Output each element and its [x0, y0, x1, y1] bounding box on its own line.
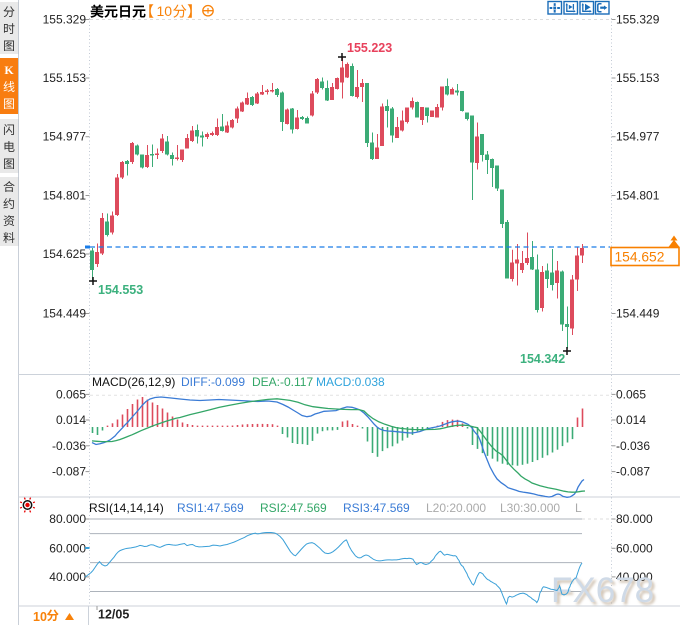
svg-text:K: K	[4, 63, 14, 77]
svg-text:40.000: 40.000	[616, 570, 653, 584]
svg-text:40.000: 40.000	[49, 570, 86, 584]
svg-text:10: 10	[157, 3, 173, 19]
svg-text:60.000: 60.000	[616, 541, 653, 555]
svg-text:DIFF:-0.099: DIFF:-0.099	[181, 375, 245, 389]
svg-text:-0.036: -0.036	[616, 439, 650, 453]
svg-text:-0.036: -0.036	[52, 439, 86, 453]
svg-text:-0.087: -0.087	[52, 465, 86, 479]
svg-text:0.014: 0.014	[56, 413, 86, 427]
svg-text:-0.087: -0.087	[616, 465, 650, 479]
svg-text:154.449: 154.449	[616, 307, 660, 321]
svg-text:155.223: 155.223	[347, 41, 392, 55]
svg-text:155.329: 155.329	[616, 13, 660, 27]
svg-text:L: L	[575, 501, 582, 515]
svg-text:0.065: 0.065	[56, 387, 86, 401]
svg-text:12/05: 12/05	[98, 608, 129, 622]
svg-text:80.000: 80.000	[49, 512, 86, 526]
svg-text:DEA:-0.117: DEA:-0.117	[252, 375, 313, 389]
svg-text:RSI3:47.569: RSI3:47.569	[343, 501, 410, 515]
svg-text:L20:20.000: L20:20.000	[426, 501, 486, 515]
svg-text:RSI(14,14,14): RSI(14,14,14)	[89, 501, 164, 515]
svg-text:0.014: 0.014	[616, 413, 646, 427]
svg-text:10: 10	[33, 610, 47, 624]
svg-text:0.065: 0.065	[616, 387, 646, 401]
svg-text:154.977: 154.977	[616, 130, 660, 144]
svg-text:154.801: 154.801	[616, 189, 660, 203]
svg-text:155.329: 155.329	[43, 13, 87, 27]
svg-text:154.977: 154.977	[43, 130, 87, 144]
svg-text:FX678: FX678	[554, 574, 657, 613]
svg-text:154.652: 154.652	[615, 250, 665, 265]
svg-text:155.153: 155.153	[43, 71, 87, 85]
svg-text:154.801: 154.801	[43, 189, 87, 203]
svg-text:MACD(26,12,9): MACD(26,12,9)	[92, 375, 175, 389]
svg-text:L30:30.000: L30:30.000	[500, 501, 560, 515]
svg-text:154.625: 154.625	[43, 247, 87, 261]
svg-text:80.000: 80.000	[616, 512, 653, 526]
svg-text:154.553: 154.553	[98, 283, 143, 297]
svg-text:154.449: 154.449	[43, 307, 87, 321]
svg-text:60.000: 60.000	[49, 541, 86, 555]
svg-text:155.153: 155.153	[616, 71, 660, 85]
svg-text:MACD:0.038: MACD:0.038	[316, 375, 385, 389]
svg-text:154.342: 154.342	[520, 352, 565, 366]
svg-text:FX678: FX678	[551, 571, 654, 610]
svg-text:RSI1:47.569: RSI1:47.569	[177, 501, 244, 515]
svg-text:RSI2:47.569: RSI2:47.569	[260, 501, 327, 515]
